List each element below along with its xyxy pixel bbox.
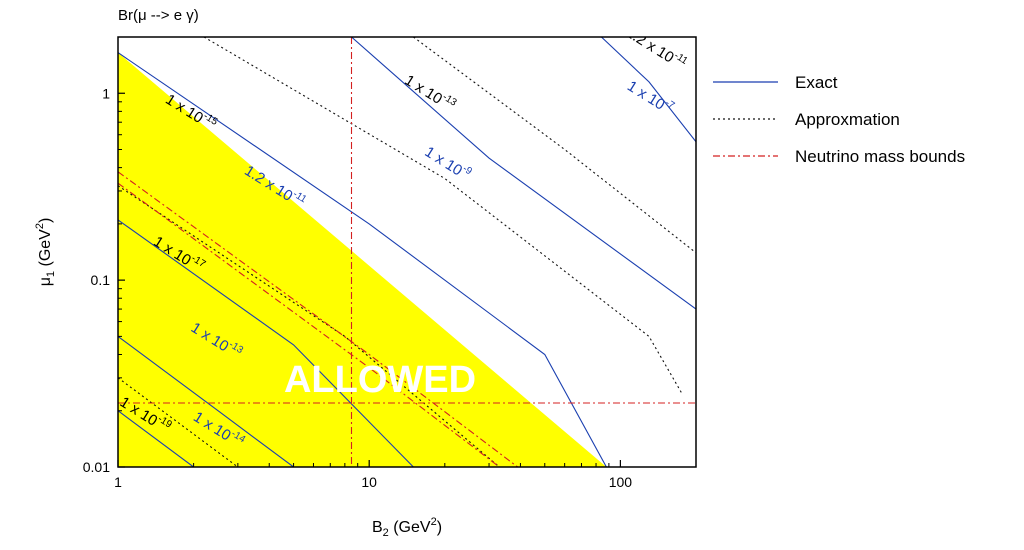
series-line-exact-3 [118,335,294,467]
contour-label-5: 1 x 10-9 [422,142,475,185]
x-tick-label-2: 10 [361,474,377,490]
series-layer [118,37,696,467]
series-line-exact-2 [118,219,414,467]
y-axis-label: μ1 (GeV2) [34,218,57,287]
series-line-bounds-11 [118,171,519,467]
series-line-exact-5 [351,37,696,310]
allowed-label: ALLOWED [284,359,476,401]
x-tick-label-3: 100 [609,474,633,490]
allowed-region [118,52,607,467]
legend-label-bounds: Neutrino mass bounds [795,147,965,166]
contour-label-2: 1 x 10-13 [402,70,459,116]
legend: Exact Approxmation Neutrino mass bounds [713,73,965,166]
legend-label-approx: Approxmation [795,110,900,129]
y-tick-label-1: 0.01 [83,459,110,475]
series-line-bounds-12 [118,182,500,467]
legend-label-exact: Exact [795,73,838,92]
plot-area: 1 x 10-151 x 10-131.2 x 10-111 x 10-71 x… [118,37,696,467]
chart-title: Br(μ --> e γ) [118,7,199,24]
x-tick-label-1: 1 [114,474,122,490]
ticks-layer: 1 10 100 0.01 0.1 1 [83,36,697,490]
y-tick-label-3: 1 [102,85,110,101]
x-axis-label: B2 (GeV2) [372,516,442,539]
series-line-exact-1 [118,52,607,467]
series-line-exact-4 [118,410,194,467]
series-line-approx-9 [118,185,500,467]
series-line-approx-8 [413,37,696,254]
series-line-exact-6 [601,37,696,143]
contour-label-4: 1 x 10-7 [624,76,677,119]
y-tick-label-2: 0.1 [91,272,111,288]
plot-frame [117,36,697,468]
